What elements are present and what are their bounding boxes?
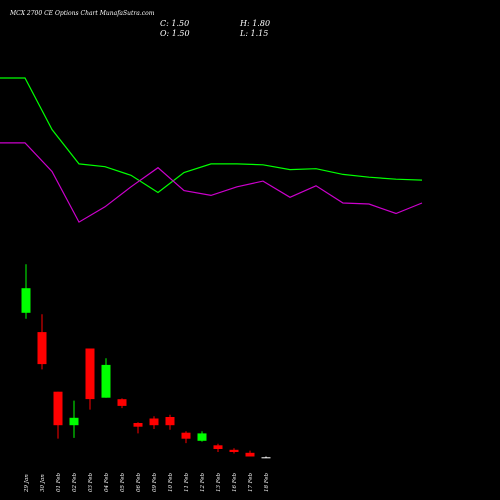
candle-body-13-feb	[213, 445, 223, 449]
x-tick-label-12-feb: 12 Feb	[200, 472, 206, 492]
candle-body-05-feb	[117, 399, 127, 406]
x-tick-label-11-feb: 11 Feb	[184, 472, 190, 492]
x-axis-labels: 29 Jan 30 Jan 01 Feb 02 Feb 03 Feb 04 Feb 05 F…	[24, 472, 270, 493]
x-tick-label-09-feb: 09 Feb	[152, 472, 158, 492]
x-tick-label-17-feb: 17 Feb	[248, 472, 254, 492]
candle-body-02-feb	[69, 417, 79, 426]
candle-body-04-feb	[101, 364, 111, 398]
indicator-line-1	[0, 77, 423, 194]
chart-title: MCX 2700 CE Options Chart MunafaSutra.co…	[10, 10, 155, 17]
x-tick-label-13-feb: 13 Feb	[216, 472, 222, 492]
x-tick-label-06-feb: 06 Feb	[136, 472, 142, 492]
candle-body-10-feb	[165, 417, 175, 426]
low-value: L: 1.15	[240, 29, 269, 38]
x-tick-label-03-feb: 03 Feb	[88, 472, 94, 492]
candlesticks	[21, 264, 271, 459]
x-tick-label-10-feb: 10 Feb	[168, 472, 174, 492]
moving-average-lines	[0, 77, 423, 223]
open-value: O: 1.50	[160, 29, 190, 38]
candle-body-11-feb	[181, 432, 191, 439]
x-tick-label-02-feb: 02 Feb	[72, 472, 78, 492]
x-tick-label-04-feb: 04 Feb	[104, 472, 110, 492]
close-value: C: 1.50	[160, 19, 190, 28]
indicator-line-2	[0, 142, 423, 223]
candle-body-01-feb	[53, 391, 63, 426]
candle-body-17-feb	[245, 452, 255, 457]
candle-body-18-feb	[261, 457, 271, 459]
x-tick-label-05-feb: 05 Feb	[120, 472, 126, 492]
candle-body-03-feb	[85, 348, 95, 400]
x-tick-label-29-jan: 29 Jan	[24, 474, 30, 493]
x-tick-label-18-feb: 18 Feb	[264, 472, 270, 492]
candle-body-29-jan	[21, 288, 31, 313]
x-tick-label-01-feb: 01 Feb	[56, 472, 62, 492]
x-tick-label-16-feb: 16 Feb	[232, 472, 238, 492]
candle-body-06-feb	[133, 423, 143, 427]
candle-body-12-feb	[197, 433, 207, 441]
candle-body-16-feb	[229, 449, 239, 452]
candle-body-30-jan	[37, 332, 47, 365]
x-tick-label-30-jan: 30 Jan	[40, 474, 46, 492]
high-value: H: 1.80	[240, 19, 271, 28]
candle-body-09-feb	[149, 418, 159, 426]
